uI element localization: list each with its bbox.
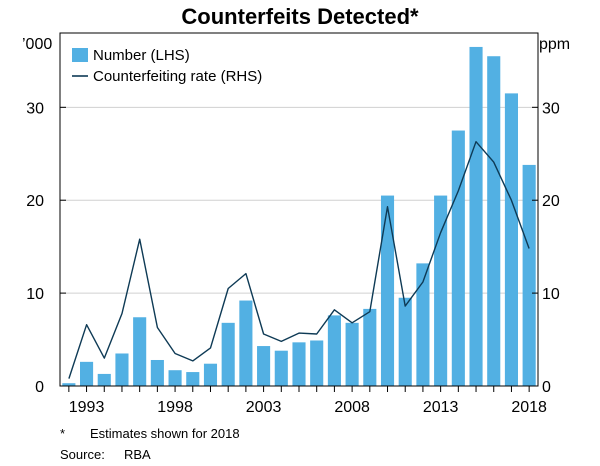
bar: [62, 383, 76, 386]
source-text: RBA: [124, 447, 151, 462]
right-axis-unit: ppm: [539, 36, 570, 53]
bar: [398, 297, 412, 386]
legend-label-rate: Counterfeiting rate (RHS): [93, 68, 262, 85]
bar: [434, 195, 448, 386]
x-axis: 1993 1998 2003 2008 2013 2018: [68, 386, 547, 416]
bar: [168, 370, 182, 386]
bar: [487, 56, 501, 386]
left-axis-unit: ’000: [22, 36, 52, 53]
bar: [186, 372, 200, 386]
bar: [80, 361, 94, 386]
legend-swatch-number: [72, 48, 88, 62]
footnote-text: Estimates shown for 2018: [90, 426, 240, 441]
bar: [380, 195, 395, 386]
bar: [451, 130, 465, 386]
source-label: Source:: [60, 447, 105, 462]
x-tick-label: 2018: [511, 399, 547, 416]
bar: [363, 308, 377, 386]
x-tick-label: 1993: [69, 399, 105, 416]
right-tick-label: 30: [542, 100, 560, 117]
left-tick-label: 20: [26, 193, 44, 210]
bar: [522, 164, 536, 386]
bar: [345, 322, 359, 386]
legend-label-number: Number (LHS): [93, 47, 190, 64]
bar: [327, 315, 341, 386]
footnote-mark: *: [60, 426, 66, 441]
x-tick-label: 2008: [334, 399, 370, 416]
x-tick-label: 2013: [423, 399, 459, 416]
left-axis: 0 10 20 30: [26, 100, 66, 396]
x-tick-label: 2003: [246, 399, 282, 416]
bar: [150, 359, 164, 386]
bar: [274, 350, 288, 386]
bar: [416, 263, 430, 386]
bar: [292, 342, 306, 386]
bar: [257, 346, 271, 386]
bar: [203, 363, 218, 386]
left-tick-label: 10: [26, 286, 44, 303]
rate-line: [68, 140, 530, 379]
right-tick-label: 20: [542, 193, 560, 210]
bar: [97, 373, 111, 386]
left-tick-label: 0: [35, 379, 44, 396]
gridlines: [60, 106, 538, 294]
bar: [239, 300, 253, 386]
left-tick-label: 30: [26, 100, 44, 117]
bar: [504, 93, 518, 386]
bar: [133, 317, 147, 386]
right-axis: 0 10 20 30: [532, 100, 560, 396]
chart-title: Counterfeits Detected*: [181, 4, 419, 29]
legend: Number (LHS) Counterfeiting rate (RHS): [72, 47, 262, 85]
bar: [310, 340, 324, 386]
line-series: [68, 140, 530, 379]
x-tick-label: 1998: [157, 399, 193, 416]
bar: [115, 353, 129, 386]
bar-series: [62, 46, 536, 387]
bar: [221, 322, 235, 386]
bar: [469, 46, 483, 387]
right-tick-label: 10: [542, 286, 560, 303]
right-tick-label: 0: [542, 379, 551, 396]
